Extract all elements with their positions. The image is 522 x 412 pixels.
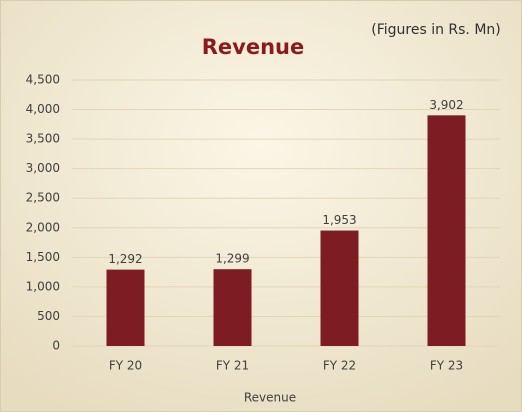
x-tick-label: FY 22 bbox=[323, 359, 356, 373]
value-label: 3,902 bbox=[429, 98, 463, 112]
x-axis-title: Revenue bbox=[244, 391, 296, 405]
value-label: 1,953 bbox=[322, 213, 356, 227]
y-tick-label: 2,500 bbox=[26, 191, 60, 205]
value-label: 1,299 bbox=[215, 252, 249, 266]
y-tick-label: 3,500 bbox=[26, 132, 60, 146]
chart-title: Revenue bbox=[202, 35, 305, 59]
y-tick-label: 1,000 bbox=[26, 279, 60, 293]
x-tick-label: FY 21 bbox=[216, 359, 249, 373]
y-tick-label: 3,000 bbox=[26, 161, 60, 175]
y-tick-label: 4,000 bbox=[26, 102, 60, 116]
x-tick-label: FY 20 bbox=[109, 359, 142, 373]
bar bbox=[427, 115, 466, 346]
bar bbox=[213, 269, 252, 346]
bar bbox=[320, 230, 359, 346]
y-tick-label: 500 bbox=[37, 309, 60, 323]
y-tick-label: 0 bbox=[52, 339, 60, 353]
bar bbox=[106, 269, 145, 346]
y-tick-label: 4,500 bbox=[26, 73, 60, 87]
y-tick-label: 1,500 bbox=[26, 250, 60, 264]
x-tick-label: FY 23 bbox=[430, 359, 463, 373]
chart-subtitle: (Figures in Rs. Mn) bbox=[371, 22, 501, 38]
y-tick-label: 2,000 bbox=[26, 220, 60, 234]
value-label: 1,292 bbox=[108, 252, 142, 266]
